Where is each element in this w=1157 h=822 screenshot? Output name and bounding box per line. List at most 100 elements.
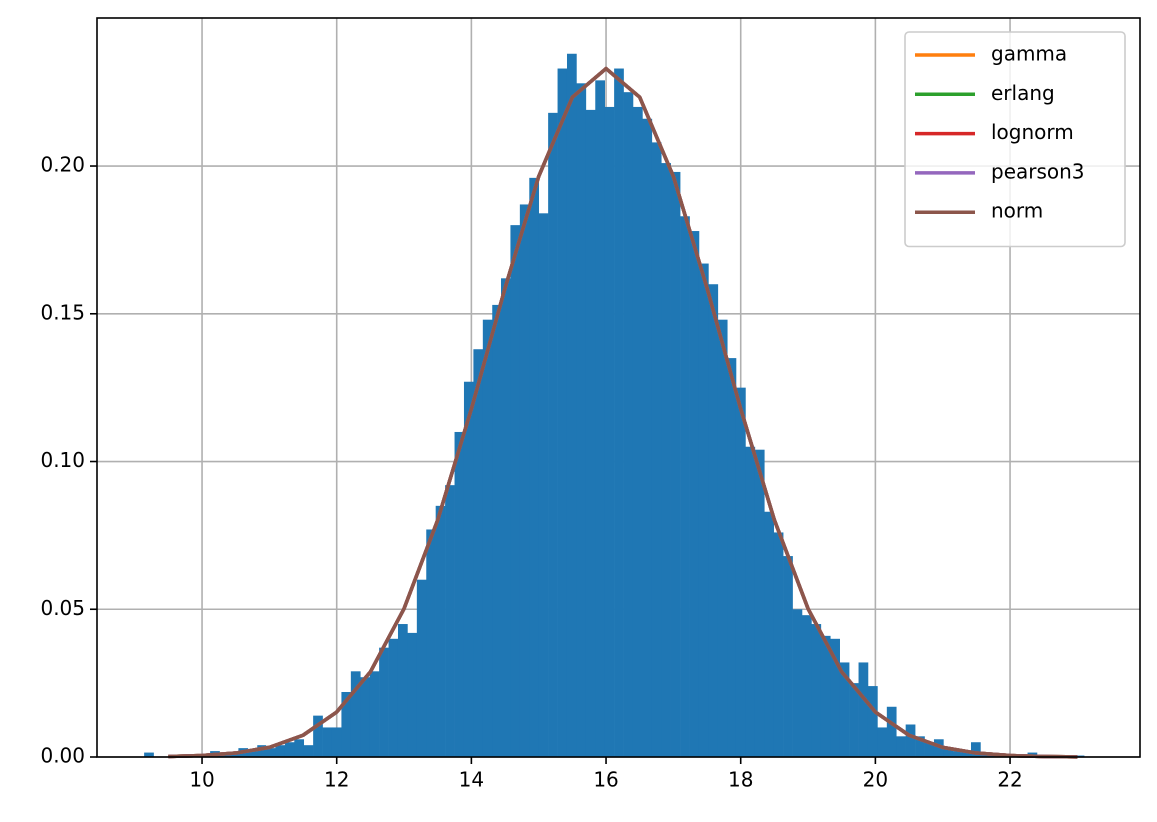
histogram-bar: [801, 615, 812, 757]
histogram-bar: [454, 431, 465, 757]
histogram-bar: [698, 263, 709, 757]
histogram-bar: [435, 505, 446, 757]
histogram-bar: [708, 284, 719, 757]
histogram-bar: [360, 677, 371, 757]
histogram-bar: [830, 638, 840, 757]
histogram-bar: [313, 715, 323, 757]
histogram-bar: [548, 112, 558, 757]
histogram-bar: [482, 319, 493, 757]
histogram-bar: [407, 632, 418, 757]
y-tick-label: 0.20: [40, 153, 85, 177]
axes-frame: [96, 17, 1141, 758]
histogram-bar: [962, 751, 972, 757]
histogram-bar: [322, 727, 333, 757]
histogram-bar: [228, 754, 239, 757]
histogram-bar: [379, 647, 389, 757]
histogram-bar: [294, 739, 305, 757]
histogram-bar: [877, 727, 888, 757]
histogram-bar: [980, 754, 991, 757]
legend-label: pearson3: [991, 159, 1085, 183]
histogram-bar: [623, 92, 634, 757]
legend-label: gamma: [991, 42, 1067, 66]
y-tick-label: 0.10: [40, 448, 85, 472]
histogram-bar: [661, 163, 671, 758]
y-tick-label: 0.15: [40, 300, 85, 324]
histogram-bar: [144, 752, 154, 757]
histogram-bar: [397, 624, 408, 757]
histogram-bar: [557, 68, 568, 757]
histogram-bar: [858, 662, 869, 757]
x-tick-label: 10: [189, 768, 214, 792]
fit-line: [168, 66, 1078, 759]
histogram-bar: [275, 745, 286, 757]
legend: gamma erlang lognorm pearson3 norm: [904, 31, 1126, 248]
histogram-bar: [463, 381, 474, 757]
histogram-bar: [416, 579, 427, 757]
histogram-bar: [896, 736, 906, 757]
histogram-bar: [952, 751, 963, 757]
histogram-bar: [595, 80, 605, 757]
histogram-bar: [614, 68, 624, 757]
histogram-bar: [933, 739, 944, 757]
histogram-bar: [651, 142, 662, 758]
histogram-bar: [924, 742, 935, 757]
histogram-bar: [811, 624, 822, 757]
legend-label: erlang: [991, 81, 1055, 105]
histogram-bar: [764, 511, 775, 757]
histogram-bar: [331, 727, 342, 757]
histogram-bar: [388, 638, 399, 757]
legend-label: norm: [991, 199, 1043, 223]
x-tick-label: 16: [593, 768, 618, 792]
histogram-bar: [501, 278, 511, 757]
histogram-bar: [247, 751, 258, 757]
histogram-bar: [820, 635, 831, 757]
histogram-bar: [284, 742, 295, 757]
histogram-bar: [473, 349, 484, 757]
x-tick-label: 14: [459, 768, 484, 792]
histogram-bar: [670, 171, 681, 757]
histogram-bar: [426, 529, 436, 757]
histogram-bar: [585, 109, 596, 758]
histogram-bar: [529, 177, 540, 757]
histogram-bar: [905, 724, 916, 757]
histogram-bar: [783, 556, 793, 757]
histogram-bar: [773, 532, 784, 757]
histogram-bar: [510, 225, 521, 757]
histogram-bar: [727, 358, 737, 757]
legend-box: [904, 31, 1126, 248]
histogram-bar: [341, 691, 352, 757]
histogram-bar: [604, 106, 615, 758]
histogram-bar: [266, 748, 276, 757]
histogram-bar: [970, 742, 981, 757]
histogram-bar: [566, 53, 577, 758]
histogram-bar: [492, 304, 502, 757]
histogram-bar: [886, 706, 897, 757]
histogram-bar: [642, 118, 653, 758]
histogram-bar: [849, 683, 859, 757]
x-tick-label: 18: [728, 768, 753, 792]
histogram-bar: [867, 686, 878, 757]
x-tick-label: 12: [324, 768, 349, 792]
histogram-bar: [735, 387, 746, 757]
histogram-bar: [538, 213, 549, 757]
histogram-bar: [754, 449, 765, 757]
y-tick-label: 0.00: [40, 744, 85, 768]
x-tick-label: 20: [863, 768, 888, 792]
histogram-bar: [632, 106, 643, 758]
histogram-bar: [369, 671, 380, 757]
histogram-bar: [717, 319, 728, 757]
histogram-bar: [792, 609, 803, 757]
histogram-bar: [839, 662, 850, 757]
y-tick-label: 0.05: [40, 596, 85, 620]
histogram-bar: [519, 204, 530, 757]
legend-label: lognorm: [991, 120, 1074, 144]
histogram-bar: [680, 216, 690, 757]
histogram-bar: [576, 83, 587, 757]
histogram-bar: [350, 671, 361, 757]
histogram-bar: [915, 736, 925, 757]
histogram-bar: [303, 745, 314, 757]
histogram-bar: [745, 446, 756, 757]
histogram-bar: [257, 745, 267, 757]
x-tick-label: 22: [997, 768, 1022, 792]
